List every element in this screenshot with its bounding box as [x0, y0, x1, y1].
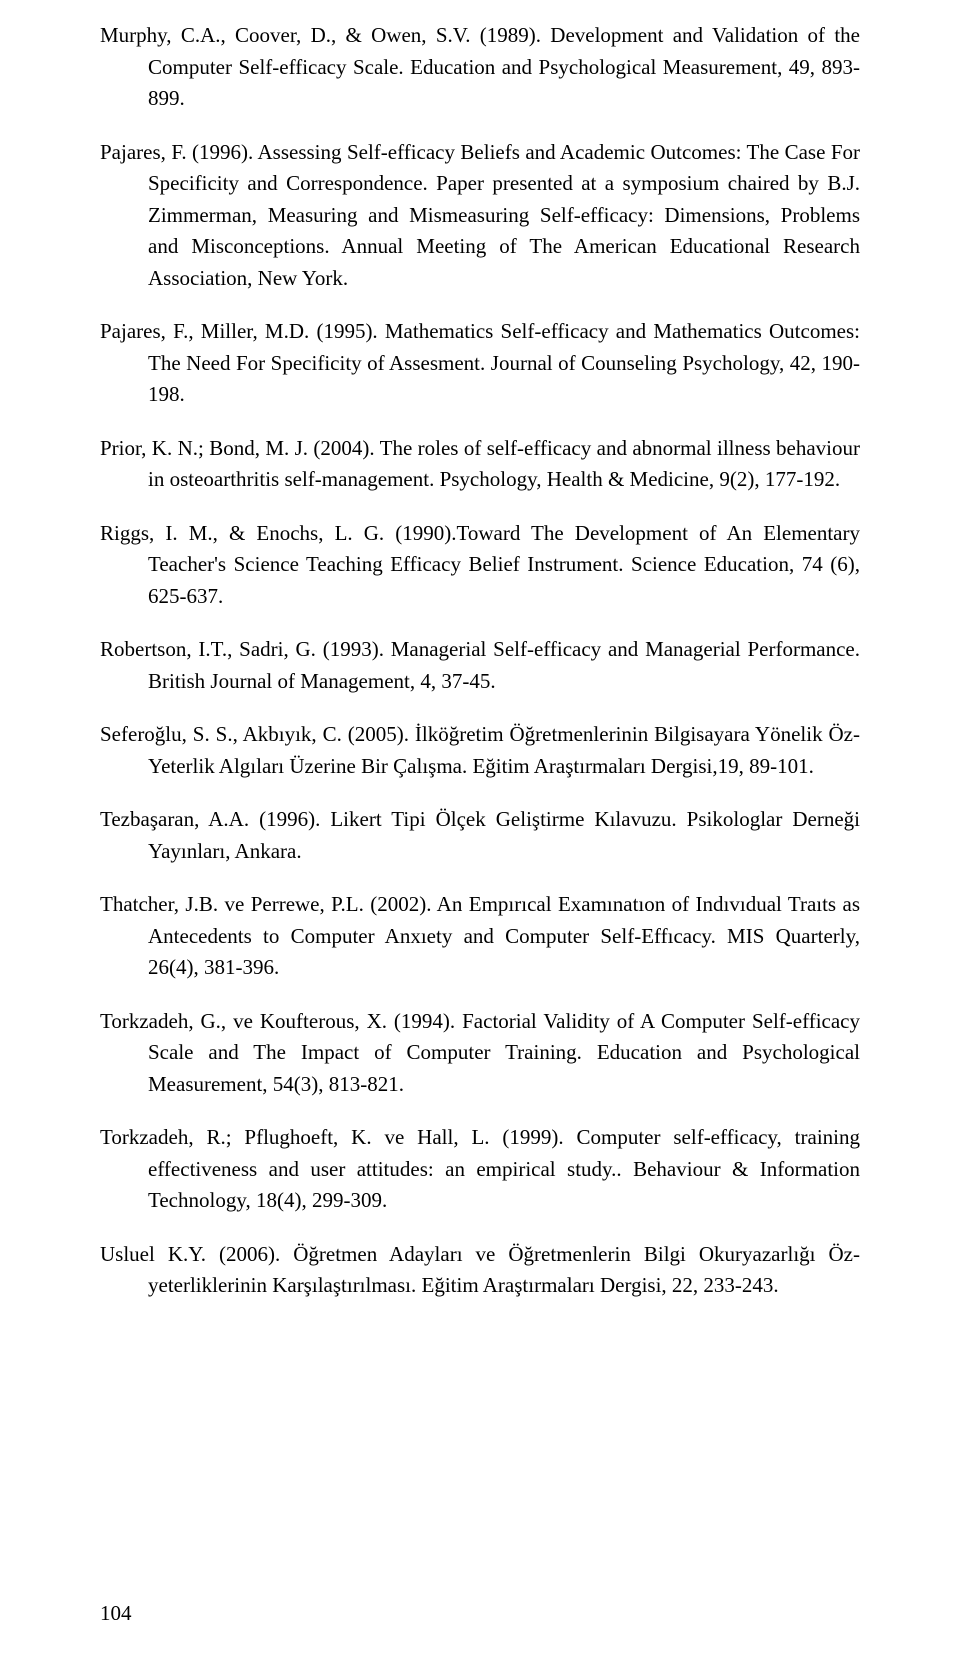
reference-item: Usluel K.Y. (2006). Öğretmen Adayları ve…: [100, 1239, 860, 1302]
reference-item: Prior, K. N.; Bond, M. J. (2004). The ro…: [100, 433, 860, 496]
page-number: 104: [100, 1601, 132, 1626]
reference-item: Riggs, I. M., & Enochs, L. G. (1990).Tow…: [100, 518, 860, 613]
reference-item: Seferoğlu, S. S., Akbıyık, C. (2005). İl…: [100, 719, 860, 782]
reference-item: Tezbaşaran, A.A. (1996). Likert Tipi Ölç…: [100, 804, 860, 867]
reference-item: Pajares, F. (1996). Assessing Self-effic…: [100, 137, 860, 295]
reference-item: Murphy, C.A., Coover, D., & Owen, S.V. (…: [100, 20, 860, 115]
reference-item: Torkzadeh, R.; Pflughoeft, K. ve Hall, L…: [100, 1122, 860, 1217]
reference-item: Pajares, F., Miller, M.D. (1995). Mathem…: [100, 316, 860, 411]
references-list: Murphy, C.A., Coover, D., & Owen, S.V. (…: [100, 0, 860, 1302]
reference-item: Robertson, I.T., Sadri, G. (1993). Manag…: [100, 634, 860, 697]
reference-item: Thatcher, J.B. ve Perrewe, P.L. (2002). …: [100, 889, 860, 984]
reference-item: Torkzadeh, G., ve Koufterous, X. (1994).…: [100, 1006, 860, 1101]
